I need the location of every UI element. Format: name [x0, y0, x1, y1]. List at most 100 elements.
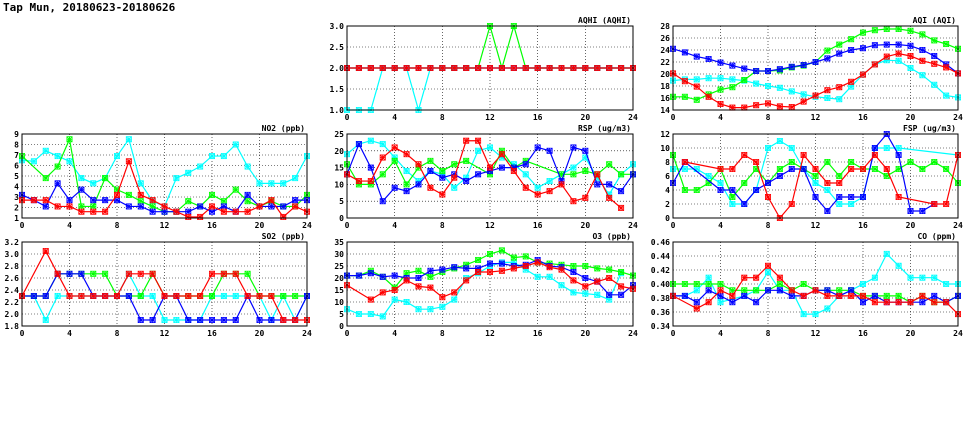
marker-cross: [391, 272, 398, 279]
marker-cross: [753, 68, 760, 74]
data-point-marker: [812, 179, 819, 186]
marker-cross: [451, 264, 458, 271]
panel-title: SO2 (ppb): [262, 232, 305, 241]
marker-cross: [114, 186, 120, 193]
data-point-marker: [546, 147, 553, 154]
marker-cross: [114, 197, 120, 204]
marker-cross: [729, 201, 736, 207]
so2-panel: 1.8 2.0 2.2 2.4 2.6 2.8 3.0 3.2 0 4 8 12 16 20 24 SO2 (…: [5, 232, 312, 338]
data-point-marker: [66, 292, 73, 299]
data-point-marker: [125, 203, 132, 210]
data-point-marker: [391, 65, 398, 72]
marker-cross: [256, 203, 263, 210]
marker-cross: [582, 65, 589, 71]
data-point-marker: [161, 208, 168, 215]
marker-cross: [256, 293, 263, 299]
data-point-marker: [208, 292, 215, 299]
x-tick-label: 8: [440, 113, 445, 122]
data-point-marker: [681, 165, 688, 172]
y-tick-label: 2.8: [5, 262, 20, 271]
marker-cross: [765, 262, 771, 269]
marker-cross: [415, 161, 422, 168]
data-point-marker: [463, 157, 470, 164]
data-point-marker: [594, 181, 601, 188]
data-point-marker: [367, 178, 374, 185]
data-point-marker: [137, 270, 144, 277]
marker-cross: [836, 194, 843, 200]
marker-cross: [197, 163, 204, 170]
marker-cross: [883, 145, 890, 151]
data-point-marker: [534, 259, 541, 266]
x-tick-label: 24: [302, 329, 312, 338]
marker-cross: [427, 267, 434, 274]
data-point-marker: [54, 292, 61, 299]
marker-cross: [379, 65, 386, 71]
marker-cross: [149, 270, 156, 277]
marker-cross: [693, 96, 700, 103]
x-tick-label: 24: [953, 329, 963, 338]
data-point-marker: [522, 65, 529, 72]
data-point-marker: [427, 184, 434, 191]
marker-cross: [268, 203, 275, 210]
marker-cross: [78, 208, 85, 215]
marker-cross: [871, 42, 878, 49]
data-point-marker: [824, 305, 831, 312]
data-point-marker: [741, 104, 748, 111]
data-point-marker: [534, 184, 541, 191]
marker-cross: [717, 75, 724, 82]
marker-cross: [439, 168, 446, 174]
data-point-marker: [943, 92, 950, 99]
data-point-marker: [185, 208, 192, 215]
marker-cross: [232, 317, 239, 323]
data-point-marker: [102, 197, 109, 204]
data-point-marker: [812, 165, 819, 172]
marker-cross: [244, 191, 251, 198]
marker-cross: [367, 270, 374, 277]
marker-cross: [681, 166, 688, 172]
marker-cross: [788, 201, 795, 207]
marker-cross: [90, 208, 97, 215]
data-point-marker: [606, 291, 613, 298]
marker-cross: [534, 65, 541, 71]
marker-cross: [185, 293, 192, 299]
marker-cross: [280, 293, 287, 299]
marker-cross: [268, 317, 275, 323]
marker-cross: [149, 208, 156, 215]
marker-cross: [90, 270, 97, 277]
data-point-marker: [463, 277, 470, 284]
y-tick-label: 2.4: [5, 286, 20, 295]
marker-cross: [788, 292, 795, 299]
marker-cross: [439, 174, 446, 181]
marker-cross: [606, 291, 613, 298]
marker-cross: [137, 191, 144, 198]
data-point-marker: [800, 165, 807, 172]
data-point-marker: [220, 292, 227, 299]
marker-cross: [498, 267, 505, 274]
data-point-marker: [475, 171, 482, 178]
data-point-marker: [836, 96, 843, 103]
data-point-marker: [729, 165, 736, 172]
marker-cross: [415, 65, 422, 71]
data-point-marker: [427, 65, 434, 72]
marker-cross: [534, 273, 541, 280]
y-tick-label: 28: [660, 22, 670, 31]
data-point-marker: [765, 68, 772, 75]
data-point-marker: [788, 200, 795, 207]
y-tick-label: 0.42: [651, 266, 670, 275]
marker-cross: [463, 265, 470, 272]
marker-cross: [883, 166, 890, 172]
data-point-marker: [90, 270, 97, 277]
data-point-marker: [895, 165, 902, 172]
marker-cross: [618, 291, 625, 298]
data-point-marker: [232, 208, 239, 215]
data-point-marker: [895, 57, 902, 64]
marker-cross: [510, 254, 517, 261]
marker-cross: [812, 92, 819, 99]
data-point-marker: [919, 299, 926, 306]
data-point-marker: [232, 270, 239, 277]
data-point-marker: [403, 181, 410, 188]
data-point-marker: [451, 184, 458, 191]
data-point-marker: [137, 203, 144, 210]
data-point-marker: [800, 98, 807, 105]
marker-cross: [244, 198, 251, 205]
